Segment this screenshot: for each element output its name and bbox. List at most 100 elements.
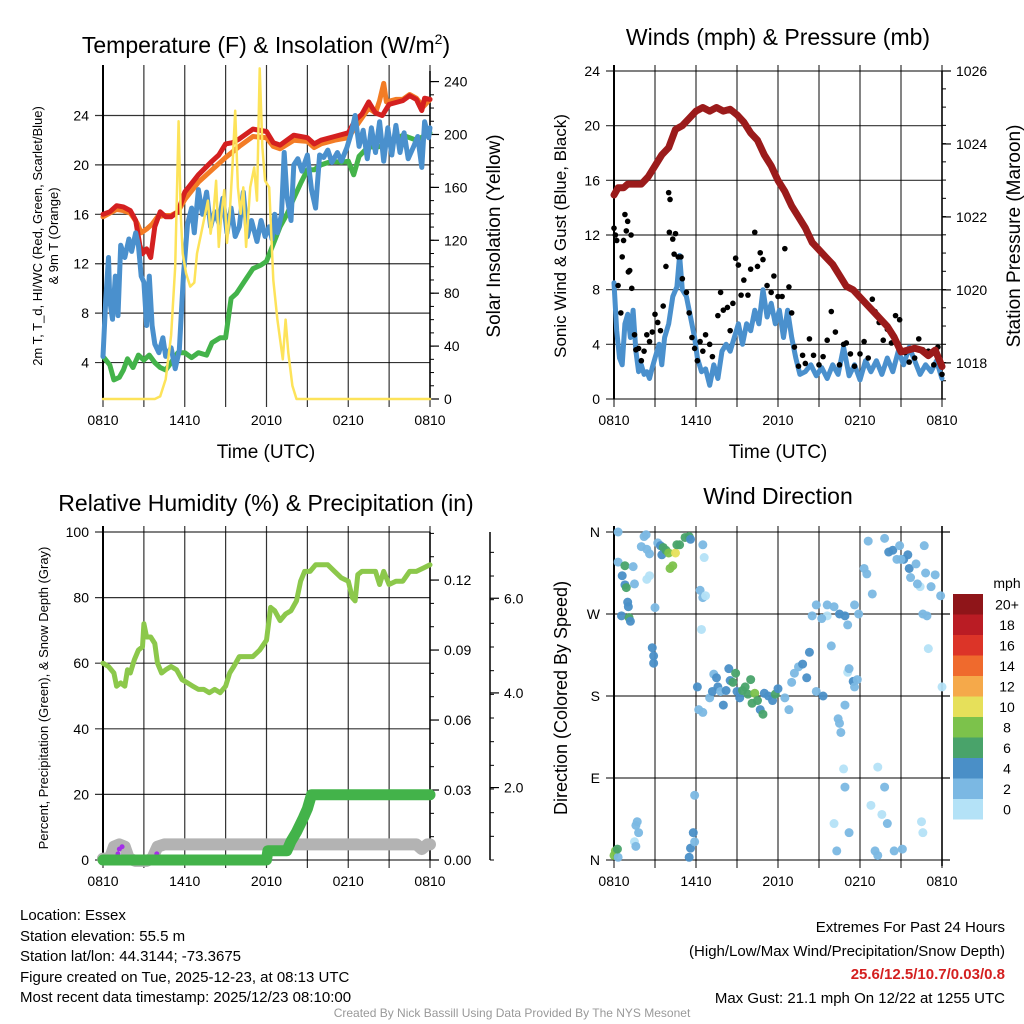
x-tick-label: 2010: [251, 873, 282, 889]
wind-direction-point: [889, 846, 899, 856]
gust-point: [665, 189, 672, 196]
gust-point: [657, 327, 664, 334]
gust-point: [892, 312, 899, 319]
winds-x-axis-label: Time (UTC): [729, 442, 828, 463]
wind-direction-point: [780, 693, 790, 703]
gust-point: [751, 229, 758, 236]
colorbar-swatch: [953, 737, 983, 758]
colorbar-title: mph: [993, 575, 1020, 591]
gust-point: [660, 303, 666, 309]
wind-direction-point: [866, 800, 876, 810]
x-tick-label: 0810: [598, 873, 629, 889]
gust-point: [697, 338, 703, 345]
wind-direction-point: [630, 579, 639, 589]
wind-direction-point: [613, 527, 623, 537]
gust-point: [702, 331, 709, 338]
wind-direction-point: [835, 718, 844, 728]
gust-point: [686, 310, 692, 316]
wind-direction-point: [911, 559, 921, 569]
gust-point: [786, 284, 792, 290]
gust-point: [626, 267, 633, 274]
wind-direction-point: [922, 611, 932, 621]
wind-direction-point: [840, 782, 850, 792]
gust-point: [618, 310, 624, 316]
wind-direction-point: [632, 817, 642, 827]
wind-direction-point: [789, 668, 799, 678]
x-tick-label: 1410: [680, 873, 711, 889]
gust-point: [628, 232, 634, 238]
y-tick-label: N: [590, 852, 600, 868]
colorbar-swatch: [953, 655, 983, 676]
gust-point: [624, 218, 631, 225]
gust-point: [810, 352, 817, 359]
colorbar-label: 4: [1003, 760, 1011, 776]
right-tick-label: 0.09: [444, 642, 471, 658]
gust-point: [832, 329, 839, 335]
right-axis: 0 40 80 120 160 200 240: [429, 71, 468, 407]
gust-point: [851, 363, 858, 370]
gust-point: [615, 282, 621, 289]
gust-point: [638, 357, 645, 364]
gust-point: [880, 337, 887, 344]
gust-point: [678, 254, 684, 260]
colorbar-swatch: [953, 717, 983, 738]
x-tick-label: 1410: [680, 412, 711, 428]
y-tick-label: 0: [592, 391, 600, 407]
credit-text: Created By Nick Bassill Using Data Provi…: [333, 1006, 691, 1020]
gust-point: [730, 300, 736, 307]
wind-direction-point: [850, 682, 860, 692]
y-tick-label: 12: [73, 256, 89, 272]
latlon-text: Station lat/lon: 44.3144; -73.3675: [20, 948, 242, 965]
wind-direction-point: [728, 677, 738, 687]
series-red-line: [100, 93, 433, 260]
gust-point: [666, 229, 673, 236]
right-tick-label: 40: [444, 338, 460, 354]
wind-direction-point: [695, 585, 705, 595]
y-tick-label: 80: [73, 590, 89, 606]
y-tick-label: E: [591, 770, 600, 786]
wind-direction-point: [936, 591, 946, 601]
x-tick-label: 0810: [926, 873, 957, 889]
gust-point: [612, 232, 619, 238]
y-tick-label: S: [591, 688, 600, 704]
gust-point: [869, 296, 876, 303]
wind-direction-point: [612, 844, 622, 854]
wind-direction-point: [645, 571, 655, 581]
colorbar-label: 10: [999, 699, 1015, 715]
gust-point: [791, 344, 798, 350]
gust-point: [799, 352, 806, 359]
series-blue-line: [100, 113, 433, 372]
wind-direction-point: [895, 541, 905, 551]
colorbar-label: 6: [1003, 740, 1011, 756]
y-tick-label: 8: [81, 305, 89, 321]
extremes-info: Extremes For Past 24 Hours (High/Low/Max…: [689, 916, 1005, 1010]
wind-direction-point: [686, 843, 696, 853]
wind-direction-point: [843, 620, 853, 630]
colorbar-swatch: [953, 635, 983, 656]
wind-direction-point: [850, 600, 860, 610]
wind-direction-point: [826, 641, 836, 651]
wind-direction-point: [698, 540, 708, 550]
wind-direction-point: [903, 550, 913, 560]
wind-direction-point: [904, 563, 914, 573]
gust-point: [724, 304, 731, 311]
gust-point: [644, 331, 650, 338]
x-tick-label: 0810: [87, 412, 118, 428]
gust-point: [779, 293, 785, 300]
wind-direction-point: [817, 614, 827, 624]
wind-direction-point: [684, 852, 694, 862]
wind-direction-point: [854, 609, 864, 619]
wind-direction-point: [877, 809, 887, 819]
gust-point: [652, 311, 658, 318]
y-tick-label: 100: [66, 524, 90, 540]
gust-point: [806, 336, 813, 342]
right-tick-label: 1024: [956, 136, 987, 152]
wind-direction-point: [758, 709, 768, 719]
wind-direction-point: [746, 675, 756, 685]
wind-direction-point: [740, 682, 750, 692]
gust-point: [754, 263, 761, 270]
station-info: Location: Essex Station elevation: 55.5 …: [20, 906, 351, 1009]
created-text: Figure created on Tue, 2025-12-23, at 08…: [20, 968, 350, 986]
y-tick-label: 24: [584, 63, 600, 79]
wind-direction-point: [688, 828, 698, 838]
